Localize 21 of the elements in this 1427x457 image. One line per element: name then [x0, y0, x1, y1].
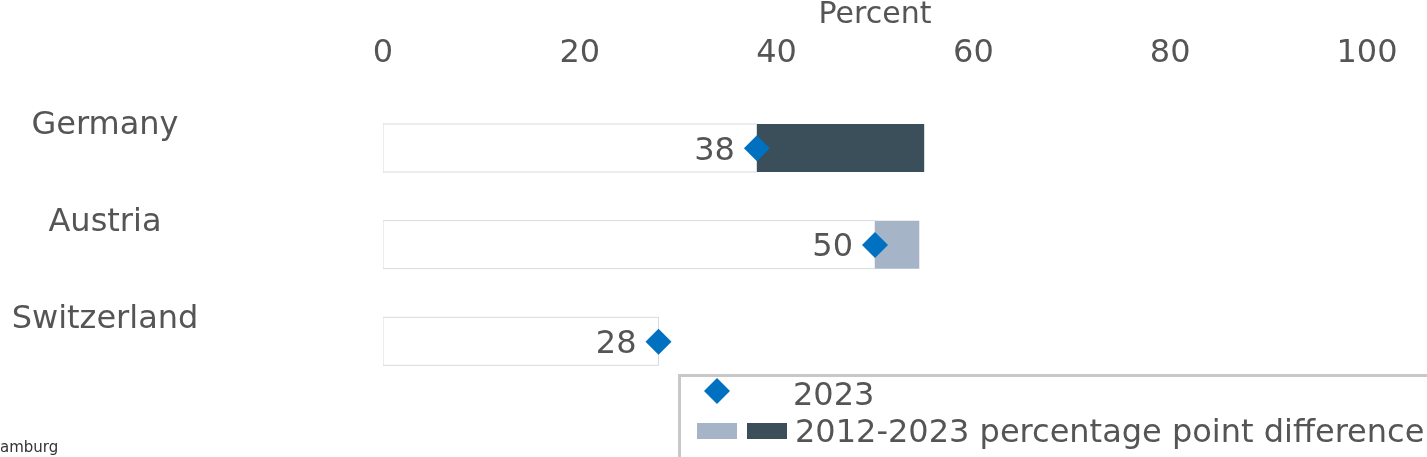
bar — [875, 220, 920, 269]
bar — [383, 316, 660, 366]
x-axis-title: Percent — [818, 0, 932, 31]
x-tick-label: 0 — [372, 32, 394, 70]
legend-label: 2012-2023 percentage point difference — [795, 411, 1425, 451]
data-label: 28 — [595, 323, 637, 362]
x-tick-label: 40 — [756, 32, 797, 70]
y-tick-label: Germany — [31, 104, 179, 143]
y-tick-label: Switzerland — [11, 297, 199, 336]
data-label: 38 — [694, 129, 735, 168]
bar — [756, 124, 925, 172]
y-tick-label: Austria — [48, 201, 162, 239]
text: amburg — [0, 438, 59, 456]
x-tick-label: 60 — [953, 32, 994, 70]
x-tick-label: 100 — [1336, 32, 1398, 70]
bar — [383, 123, 758, 173]
legend-label: 2023 — [793, 375, 875, 413]
data-label: 50 — [812, 226, 853, 265]
x-tick-label: 80 — [1149, 32, 1191, 70]
bar — [383, 220, 876, 270]
x-tick-label: 20 — [559, 32, 601, 70]
